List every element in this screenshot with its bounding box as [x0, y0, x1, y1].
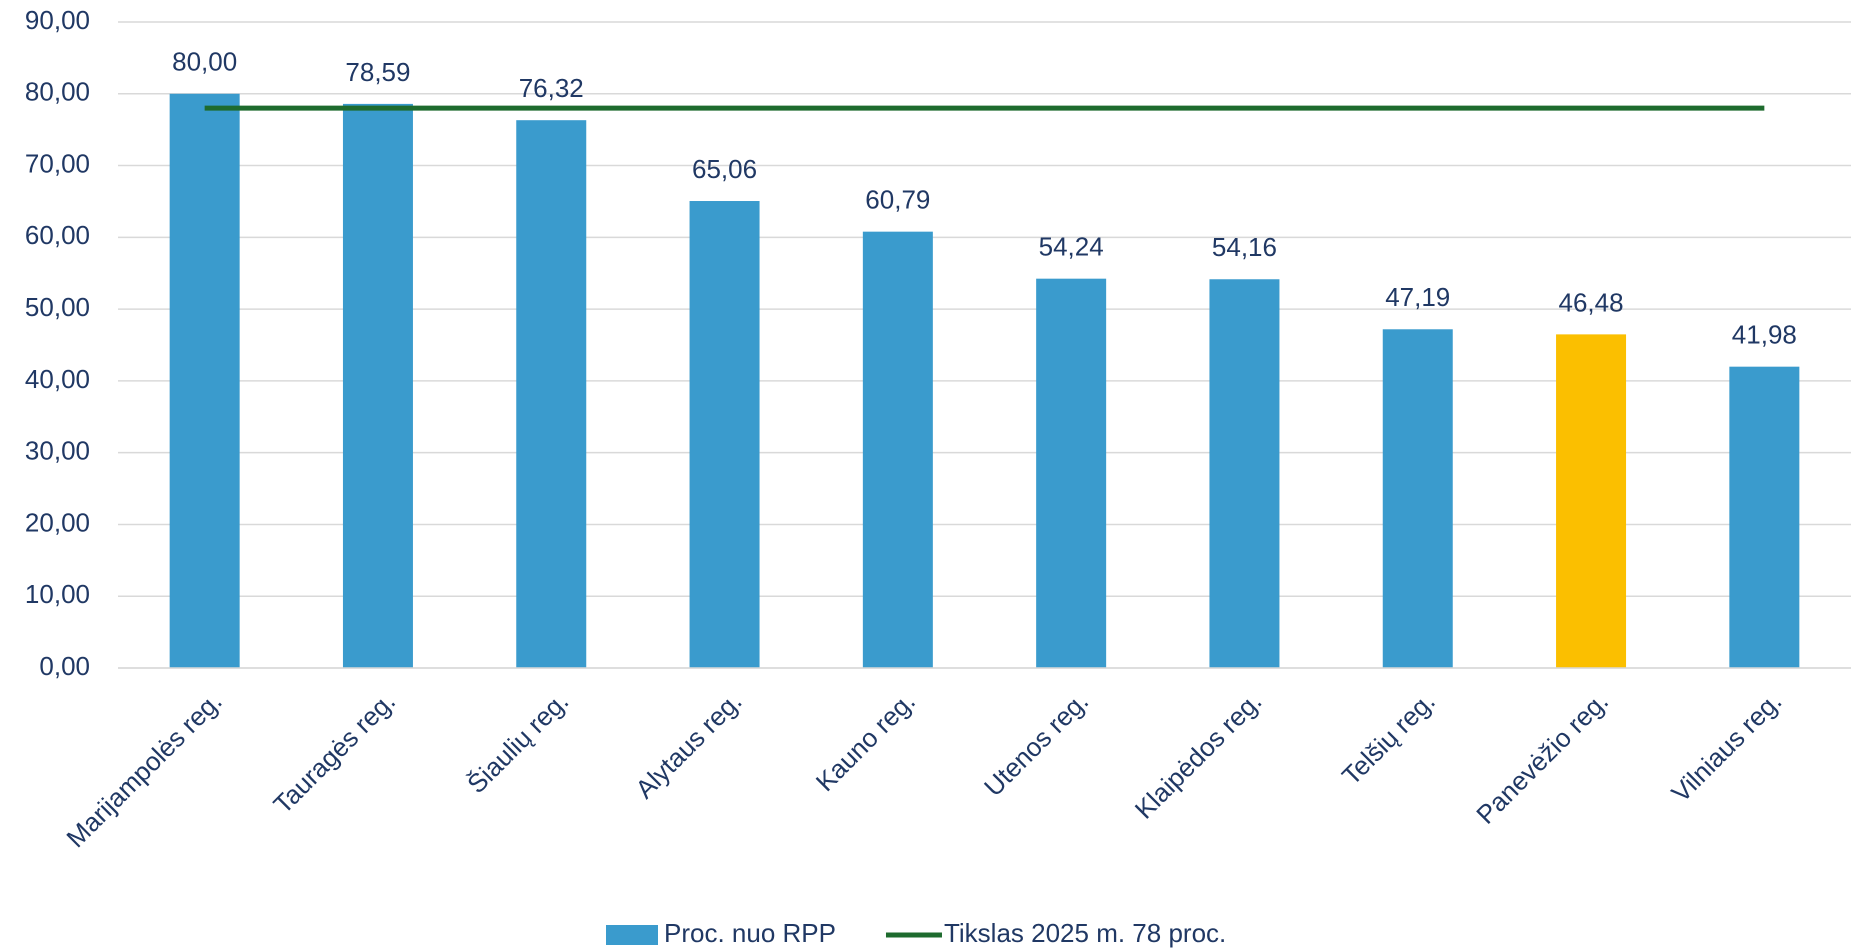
- data-label: 80,00: [172, 47, 237, 77]
- bar: [689, 201, 760, 668]
- legend-label: Proc. nuo RPP: [664, 918, 836, 948]
- x-tick-label: Tauragės reg.: [267, 686, 401, 820]
- bar: [1036, 278, 1107, 668]
- legend-swatch: [606, 925, 658, 945]
- x-tick-label: Panevėžio reg.: [1470, 686, 1614, 830]
- y-tick-label: 0,00: [39, 651, 90, 681]
- y-tick-label: 90,00: [25, 5, 90, 35]
- x-tick-label: Kauno reg.: [810, 686, 921, 797]
- x-tick-label: Šiaulių reg.: [461, 686, 574, 799]
- x-tick-label: Klaipėdos reg.: [1129, 686, 1268, 825]
- data-label: 54,24: [1039, 232, 1104, 262]
- bar: [1382, 329, 1453, 668]
- y-tick-label: 50,00: [25, 292, 90, 322]
- y-tick-label: 40,00: [25, 364, 90, 394]
- data-label: 60,79: [865, 185, 930, 215]
- data-label: 47,19: [1385, 282, 1450, 312]
- y-tick-label: 20,00: [25, 507, 90, 537]
- legend-label: Tikslas 2025 m. 78 proc.: [944, 918, 1226, 948]
- x-tick-label: Marijampolės reg.: [60, 686, 227, 853]
- x-tick-label: Vilniaus reg.: [1665, 686, 1787, 808]
- bar: [1556, 334, 1627, 668]
- bar: [1729, 366, 1800, 668]
- bar: [516, 120, 587, 668]
- y-tick-label: 80,00: [25, 77, 90, 107]
- y-tick-label: 10,00: [25, 579, 90, 609]
- y-tick-label: 70,00: [25, 148, 90, 178]
- data-label: 78,59: [345, 57, 410, 87]
- data-label: 65,06: [692, 154, 757, 184]
- x-tick-label: Utenos reg.: [978, 686, 1094, 802]
- bar: [1209, 279, 1280, 668]
- data-label: 46,48: [1559, 287, 1624, 317]
- data-label: 54,16: [1212, 232, 1277, 262]
- x-tick-label: Alytaus reg.: [629, 686, 747, 804]
- bar: [862, 231, 933, 668]
- y-tick-label: 60,00: [25, 220, 90, 250]
- y-tick-label: 30,00: [25, 436, 90, 466]
- data-label: 41,98: [1732, 320, 1797, 350]
- data-label: 76,32: [519, 73, 584, 103]
- x-tick-label: Telšių reg.: [1336, 686, 1441, 791]
- bar: [342, 103, 413, 669]
- bar: [169, 93, 240, 669]
